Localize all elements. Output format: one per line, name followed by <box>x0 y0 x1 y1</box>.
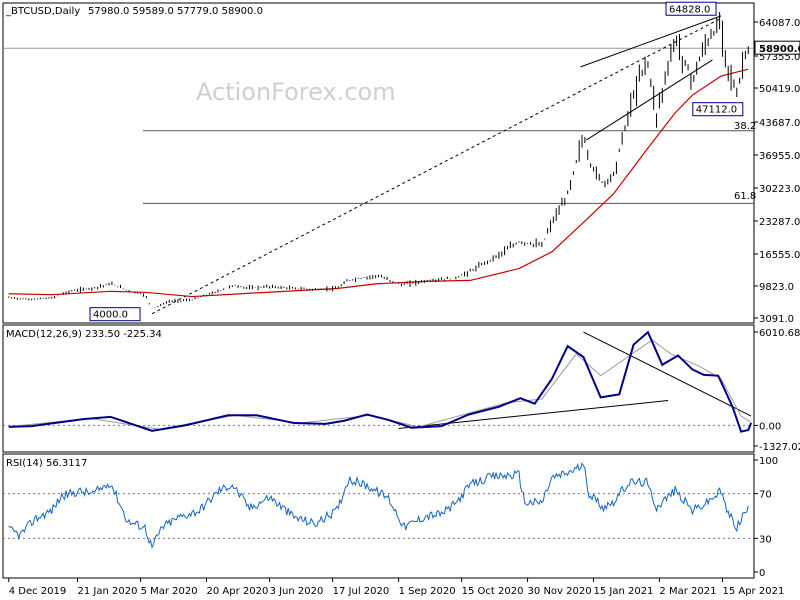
macd-title: MACD(12,26,9) 233.50 -225.34 <box>6 329 162 340</box>
price-y-tick-label: 50419.0 <box>759 84 800 95</box>
macd-trendline <box>398 400 669 429</box>
x-tick-label: 15 Apr 2021 <box>722 586 784 597</box>
rsi-y-axis: 100 70 30 0 <box>3 456 778 579</box>
price-annotation-box <box>665 1 717 16</box>
macd-panel-frame <box>2 324 755 453</box>
price-annotation-box <box>692 102 744 117</box>
price-y-tick-label: 9823.0 <box>759 282 794 293</box>
rsi-y-tick-label: 30 <box>759 534 772 545</box>
x-tick-label: 5 Mar 2020 <box>141 586 198 597</box>
price-y-tick-label: 23287.0 <box>759 217 800 228</box>
moving-average-line <box>8 68 749 298</box>
price-annotation-label: 47112.0 <box>696 105 737 116</box>
price-y-tick-label: 57355.0 <box>759 52 800 63</box>
x-tick-label: 20 Apr 2020 <box>207 586 269 597</box>
watermark: ActionForex.com <box>196 78 396 106</box>
last-price-box <box>754 40 800 55</box>
fib-38-label: 38.2 <box>734 121 756 132</box>
x-tick-label: 30 Nov 2020 <box>528 586 592 597</box>
rsi-panel-frame <box>2 453 755 579</box>
price-trendline <box>151 17 722 315</box>
rsi-title: RSI(14) 56.3117 <box>6 458 87 469</box>
x-axis: 4 Dec 2019 21 Jan 2020 5 Mar 2020 20 Apr 20… <box>8 578 784 597</box>
macd-series <box>8 330 753 433</box>
x-tick-label: 4 Dec 2019 <box>9 586 67 597</box>
price-panel-frame <box>2 2 755 324</box>
price-y-tick-label: 43687.0 <box>759 118 800 129</box>
macd-line <box>8 330 753 433</box>
price-trendlines <box>151 15 722 315</box>
ohlc-label: 57980.0 59589.0 57779.0 58900.0 <box>88 6 263 17</box>
price-bars-series <box>8 12 749 310</box>
moving-average-series <box>8 68 749 298</box>
price-y-tick-label: 36955.0 <box>759 151 800 162</box>
symbol-label: _BTCUSD,Daily <box>5 6 80 17</box>
price-annotation-label: 4000.0 <box>93 310 128 321</box>
macd-y-axis: 6010.68 0.00 -1327.02 <box>3 328 800 453</box>
x-tick-label: 3 Jun 2020 <box>270 586 324 597</box>
rsi-y-tick-label: 0 <box>759 568 765 579</box>
price-annotations: 64828.0 47112.0 4000.0 <box>89 1 744 322</box>
price-trendline <box>580 15 722 68</box>
last-price-label: 58900.0 <box>759 44 800 55</box>
x-tick-label: 1 Sep 2020 <box>399 586 456 597</box>
price-annotation-label: 64828.0 <box>669 4 710 15</box>
macd-y-tick-label: 0.00 <box>759 421 781 432</box>
macd-y-tick-label: -1327.02 <box>759 442 800 453</box>
rsi-y-tick-label: 100 <box>759 456 778 467</box>
x-tick-label: 2 Mar 2021 <box>659 586 716 597</box>
x-tick-label: 21 Jan 2020 <box>78 586 138 597</box>
x-tick-label: 15 Jan 2021 <box>593 586 653 597</box>
rsi-y-tick-label: 70 <box>759 490 772 501</box>
macd-y-tick-label: 6010.68 <box>759 328 800 339</box>
fib-61-label: 61.8 <box>734 191 756 202</box>
rsi-line <box>8 462 749 550</box>
price-annotation-box <box>89 307 141 322</box>
price-y-tick-label: 3091.0 <box>759 314 794 325</box>
price-y-tick-label: 30223.0 <box>759 184 800 195</box>
price-y-tick-label: 16555.0 <box>759 250 800 261</box>
price-trendline <box>586 59 713 141</box>
rsi-series <box>8 462 749 550</box>
x-tick-label: 17 Jul 2020 <box>333 586 390 597</box>
price-levels <box>143 130 754 204</box>
price-y-tick-label: 64087.0 <box>759 18 800 29</box>
price-y-axis: 64087.0 57355.0 50419.0 43687.0 36955.0 30223… <box>3 18 800 325</box>
macd-trendline <box>583 331 752 417</box>
x-tick-label: 15 Oct 2020 <box>462 586 524 597</box>
